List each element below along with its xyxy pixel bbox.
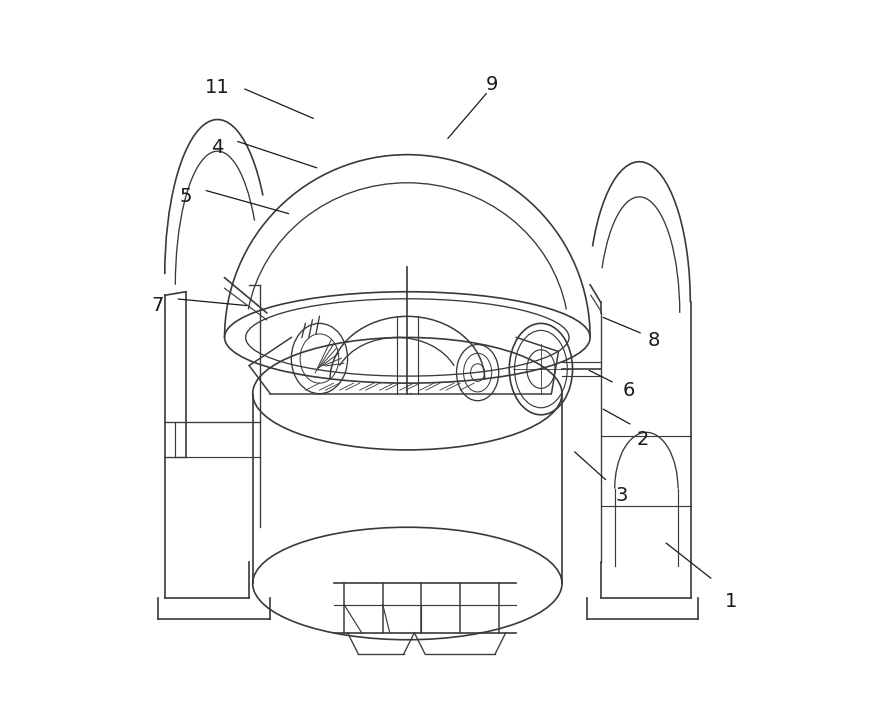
Text: 5: 5 — [179, 187, 192, 207]
Text: 2: 2 — [637, 430, 649, 449]
Text: 6: 6 — [623, 380, 635, 400]
Text: 7: 7 — [152, 296, 164, 316]
Text: 9: 9 — [485, 75, 498, 94]
Text: 3: 3 — [615, 486, 628, 505]
Text: 11: 11 — [205, 78, 230, 98]
Text: 8: 8 — [648, 331, 659, 351]
Text: 4: 4 — [211, 138, 224, 157]
Text: 1: 1 — [724, 591, 737, 611]
